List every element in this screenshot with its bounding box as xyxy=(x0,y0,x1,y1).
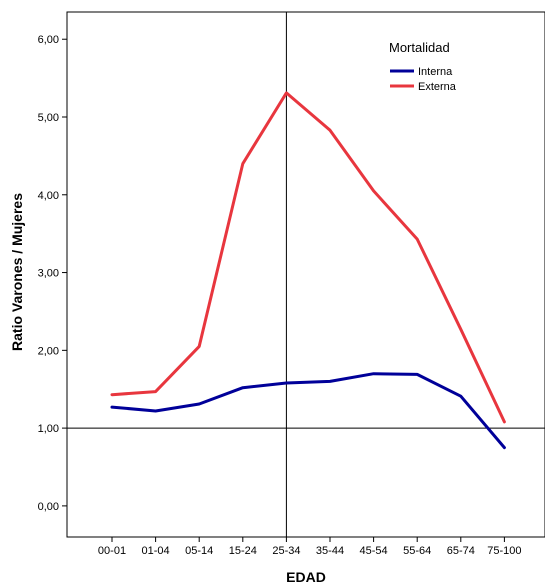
y-tick-label: 6,00 xyxy=(38,34,59,46)
reference-lines xyxy=(67,12,545,537)
legend-label-externa: Externa xyxy=(418,81,457,93)
x-axis: 00-01 01-04 05-14 15-24 25-34 35-44 45-54 55-64… xyxy=(98,537,522,557)
x-tick-label: 01-04 xyxy=(142,545,170,557)
y-tick-label: 5,00 xyxy=(38,112,59,124)
y-axis-title: Ratio Varones / Mujeres xyxy=(9,193,25,351)
x-tick-label: 45-54 xyxy=(360,545,388,557)
x-tick-label: 25-34 xyxy=(272,545,300,557)
x-tick-label: 75-100 xyxy=(487,545,521,557)
x-axis-title: EDAD xyxy=(286,569,326,584)
y-tick-label: 3,00 xyxy=(38,268,59,280)
plot-frame xyxy=(66,11,545,538)
y-tick-label: 1,00 xyxy=(38,423,59,435)
x-tick-label: 55-64 xyxy=(403,545,431,557)
x-tick-label: 65-74 xyxy=(447,545,475,557)
x-tick-label: 15-24 xyxy=(229,545,257,557)
legend-title: Mortalidad xyxy=(389,40,450,55)
x-tick-label: 00-01 xyxy=(98,545,126,557)
series-layer xyxy=(110,91,506,450)
legend: Mortalidad Interna Externa xyxy=(389,40,457,93)
x-tick-label: 05-14 xyxy=(185,545,213,557)
y-axis: 0,00 1,00 2,00 3,00 4,00 5,00 6,00 xyxy=(38,34,67,513)
series-line-interna xyxy=(110,372,506,450)
y-tick-label: 2,00 xyxy=(38,345,59,357)
legend-label-interna: Interna xyxy=(418,66,453,78)
y-tick-label: 0,00 xyxy=(38,501,59,513)
x-tick-label: 35-44 xyxy=(316,545,344,557)
y-tick-label: 4,00 xyxy=(38,190,59,202)
series-line-externa xyxy=(110,91,506,424)
